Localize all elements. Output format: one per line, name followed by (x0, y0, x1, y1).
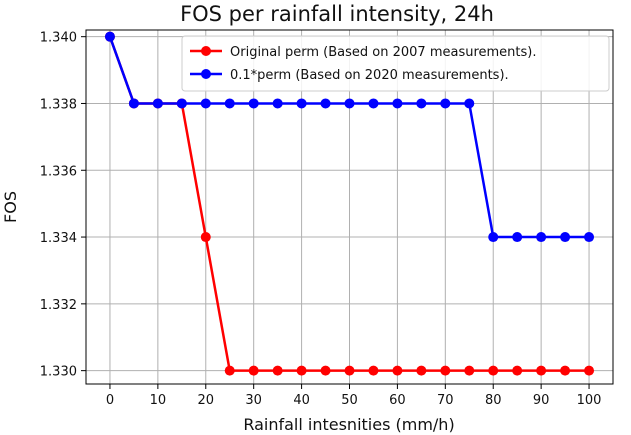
data-point (320, 365, 331, 376)
data-point (464, 365, 475, 376)
data-point (416, 98, 427, 109)
y-tick-label: 1.334 (40, 231, 77, 246)
data-point (512, 365, 523, 376)
x-axis-label: Rainfall intesnities (mm/h) (243, 415, 454, 434)
data-point (104, 31, 115, 42)
series-2 (104, 31, 595, 243)
data-point (344, 98, 355, 109)
y-tick-label: 1.336 (40, 164, 77, 179)
y-axis-label: FOS (1, 191, 20, 223)
data-point (488, 232, 499, 243)
x-tick-label: 10 (150, 393, 167, 408)
x-tick-label: 40 (293, 393, 310, 408)
legend-swatch-marker (201, 46, 211, 56)
data-point (272, 98, 283, 109)
data-point (584, 232, 595, 243)
axis-ticks: 0 10 20 30 40 50 60 70 80 90 100 1.330 1.332 1.334 1.3… (40, 31, 602, 408)
x-tick-label: 50 (341, 393, 358, 408)
x-tick-label: 90 (533, 393, 550, 408)
data-point (584, 365, 595, 376)
data-point (512, 232, 523, 243)
x-tick-label: 60 (389, 393, 406, 408)
data-point (392, 98, 403, 109)
y-tick-label: 1.332 (40, 298, 77, 313)
data-point (368, 365, 379, 376)
data-point (224, 365, 235, 376)
data-point (344, 365, 355, 376)
data-point (128, 98, 139, 109)
data-point (368, 98, 379, 109)
data-point (200, 232, 211, 243)
legend-label: Original perm (Based on 2007 measurement… (230, 45, 537, 60)
data-point (464, 98, 475, 109)
series-layer (104, 31, 595, 376)
legend-swatch-marker (201, 69, 211, 79)
data-point (176, 98, 187, 109)
data-point (320, 98, 331, 109)
x-tick-label: 100 (577, 393, 602, 408)
data-point (488, 365, 499, 376)
data-point (536, 232, 547, 243)
chart-title: FOS per rainfall intensity, 24h (180, 2, 494, 26)
data-point (272, 365, 283, 376)
legend-label: 0.1*perm (Based on 2020 measurements). (230, 68, 509, 83)
y-tick-label: 1.340 (40, 31, 77, 46)
data-point (560, 232, 571, 243)
x-tick-label: 30 (245, 393, 262, 408)
data-point (536, 365, 547, 376)
data-point (560, 365, 571, 376)
data-point (392, 365, 403, 376)
data-point (416, 365, 427, 376)
y-tick-label: 1.338 (40, 97, 77, 112)
legend: Original perm (Based on 2007 measurement… (181, 35, 610, 92)
y-tick-label: 1.330 (40, 365, 77, 380)
x-tick-label: 0 (106, 393, 114, 408)
data-point (152, 98, 163, 109)
data-point (296, 98, 307, 109)
x-tick-label: 80 (485, 393, 502, 408)
data-point (296, 365, 307, 376)
data-point (440, 98, 451, 109)
data-point (224, 98, 235, 109)
x-tick-label: 20 (197, 393, 214, 408)
legend-box (181, 35, 610, 92)
data-point (440, 365, 451, 376)
data-point (248, 98, 259, 109)
data-point (200, 98, 211, 109)
data-point (248, 365, 259, 376)
x-tick-label: 70 (437, 393, 454, 408)
